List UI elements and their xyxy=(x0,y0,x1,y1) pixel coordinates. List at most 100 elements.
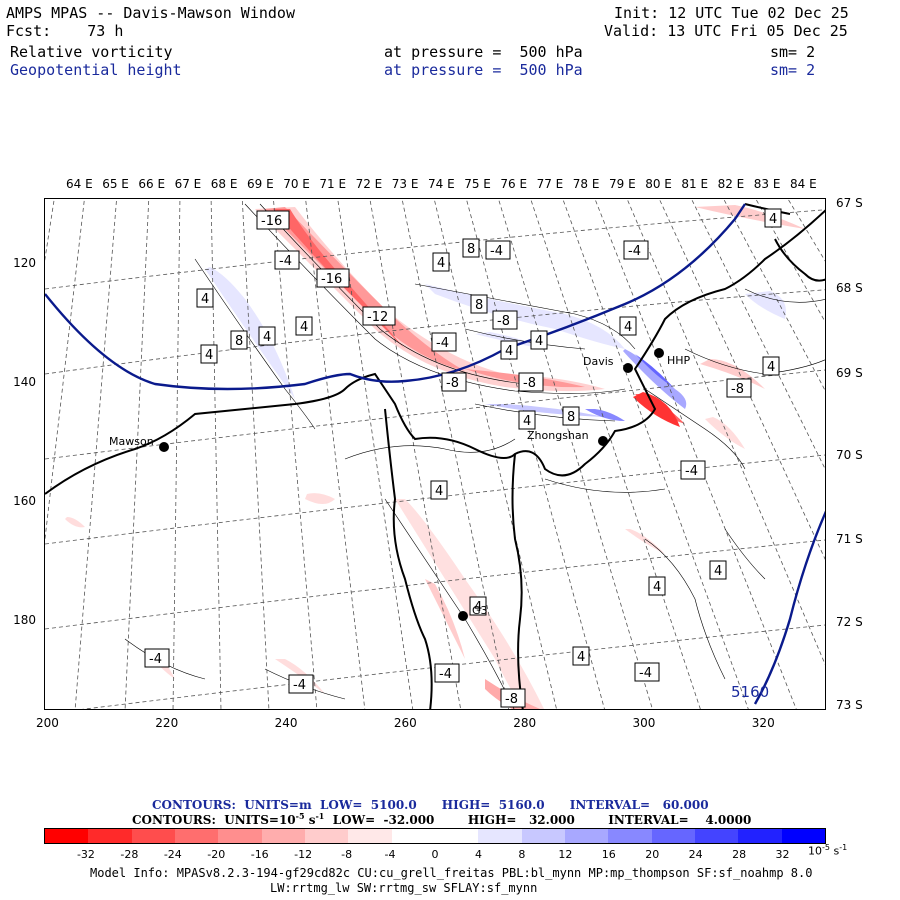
vorticity-contour-label: 4 xyxy=(764,208,782,228)
contour-label-text: -4 xyxy=(490,244,503,259)
contour-label-text: -4 xyxy=(439,667,452,682)
lat-label: 68 S xyxy=(836,281,863,295)
model-info-line1: Model Info: MPASv8.2.3-194-gf29cd82c CU:… xyxy=(90,866,813,880)
contour-label-box xyxy=(430,480,448,500)
contour-label-text: 4 xyxy=(437,256,445,271)
zhongshan-station-dot[interactable] xyxy=(598,436,608,446)
contour-label-text: -4 xyxy=(293,678,306,693)
model-info-line2: LW:rrtmg_lw SW:rrtmg_sw SFLAY:sf_mynn xyxy=(270,881,538,895)
vorticity-contour-label: 4 xyxy=(430,480,448,500)
lon-label: 79 E xyxy=(609,177,636,191)
contour-label-box xyxy=(258,326,276,346)
colorbar-swatch xyxy=(651,829,695,843)
colorbar-tick-label: 12 xyxy=(558,848,573,861)
colorbar-tick-label: -28 xyxy=(120,848,139,861)
map-panel[interactable]: -16 -4 -16 -12 -4 -8 -8 -4 -4 4 8 4 8 4 4 4 4 4 8 4 4 8 4 -8 4 -4… xyxy=(44,198,826,710)
field1-name: Relative vorticity xyxy=(10,43,173,61)
vorticity-contour-label: -4 xyxy=(680,460,706,480)
colorbar-units: 10-5 s-1 xyxy=(808,843,848,858)
davis-label: Davis xyxy=(583,355,614,368)
colorbar-swatch xyxy=(218,829,262,843)
contour-label-box xyxy=(144,648,170,668)
g3-station-dot[interactable] xyxy=(458,611,468,621)
contour-label-text: -4 xyxy=(436,336,449,351)
lon-label: 75 E xyxy=(464,177,491,191)
colorbar-tick-label: -12 xyxy=(294,848,313,861)
colorbar-swatch xyxy=(348,829,392,843)
contour-label-text: 8 xyxy=(567,410,575,425)
latlon-grid xyxy=(45,199,825,709)
lon-label: 74 E xyxy=(428,177,455,191)
height-contour-label: 5160 xyxy=(731,683,769,701)
field1-smoothing: sm= 2 xyxy=(770,43,816,61)
contour-label-box xyxy=(680,460,706,480)
colorbar-tick-label: 24 xyxy=(688,848,703,861)
field2-level: at pressure = 500 hPa xyxy=(384,61,583,79)
contour-label-text: 4 xyxy=(624,320,632,335)
contour-label-text: -4 xyxy=(149,652,162,667)
contour-label-text: -4 xyxy=(685,464,698,479)
contour-label-box xyxy=(518,410,536,430)
colorbar-tick-label: 32 xyxy=(775,848,790,861)
x-tick-label: 220 xyxy=(155,716,179,730)
contour-label-text: 4 xyxy=(201,292,209,307)
contour-label-text: -8 xyxy=(446,376,459,391)
colorbar-tick-label: 28 xyxy=(732,848,747,861)
forecast-hour: Fcst: 73 h xyxy=(6,22,124,40)
vorticity-contour-label: 8 xyxy=(230,330,248,350)
y-tick-label: 160 xyxy=(13,494,36,508)
contour-label-text: 4 xyxy=(767,360,775,375)
contour-label-text: 8 xyxy=(475,298,483,313)
contour-label-text: 4 xyxy=(535,334,543,349)
lon-label: 64 E xyxy=(66,177,93,191)
lon-label: 69 E xyxy=(247,177,274,191)
field2-name: Geopotential height xyxy=(10,61,182,79)
hhp-station-dot[interactable] xyxy=(654,348,664,358)
contour-label-box xyxy=(726,378,752,398)
lon-label: 77 E xyxy=(536,177,564,191)
x-tick-label: 260 xyxy=(393,716,417,730)
lon-label: 82 E xyxy=(717,177,745,191)
field1-level: at pressure = 500 hPa xyxy=(384,43,583,61)
vorticity-contour-label: -4 xyxy=(623,240,649,260)
lon-label: 68 E xyxy=(210,177,238,191)
lat-label: 70 S xyxy=(836,448,863,462)
contour-label-box xyxy=(256,210,290,230)
davis-station-dot[interactable] xyxy=(623,363,633,373)
contour-label-box xyxy=(288,674,314,694)
vorticity-contour-label: 4 xyxy=(572,646,590,666)
colorbar-tick-label: 0 xyxy=(431,848,439,861)
contour-label-box xyxy=(572,646,590,666)
colorbar-tick-label: 20 xyxy=(645,848,660,861)
mawson-station-dot[interactable] xyxy=(159,442,169,452)
vorticity-contour-label: 4 xyxy=(196,288,214,308)
contour-label-box xyxy=(441,372,467,392)
lat-label: 71 S xyxy=(836,532,863,546)
colorbar-tick-label: -32 xyxy=(76,848,95,861)
lon-label: 73 E xyxy=(391,177,419,191)
contour-label-box xyxy=(316,268,350,288)
contour-label-box xyxy=(500,688,526,708)
contour-label-text: 4 xyxy=(263,330,271,345)
colorbar-tick-label: -4 xyxy=(384,848,396,861)
contour-label-text: -4 xyxy=(628,244,641,259)
contour-label-box xyxy=(648,576,666,596)
contour-label-box xyxy=(492,310,518,330)
vorticity-contour-label: 4 xyxy=(500,340,518,360)
zhongshan-label: Zhongshan xyxy=(527,429,589,442)
colorbar-swatch xyxy=(694,829,739,843)
valid-time: Valid: 13 UTC Fri 05 Dec 25 xyxy=(604,22,848,40)
contour-label-box xyxy=(431,332,457,352)
contour-label-box xyxy=(709,560,727,580)
colorbar-swatch xyxy=(45,829,89,843)
vorticity-contour-label: -4 xyxy=(634,662,660,682)
vorticity-contour-info: CONTOURS: UNITS=10-5 s-1 LOW= -32.000 HI… xyxy=(132,811,752,827)
vorticity-contour-label: 8 xyxy=(562,406,580,426)
colorbar-tick-label: -20 xyxy=(207,848,226,861)
contour-label-box xyxy=(764,208,782,228)
hhp-label: HHP xyxy=(667,354,691,367)
lon-label: 81 E xyxy=(681,177,709,191)
colorbar-tick-label: -16 xyxy=(250,848,269,861)
lon-label: 72 E xyxy=(355,177,383,191)
g3-label: G3 xyxy=(472,604,488,617)
